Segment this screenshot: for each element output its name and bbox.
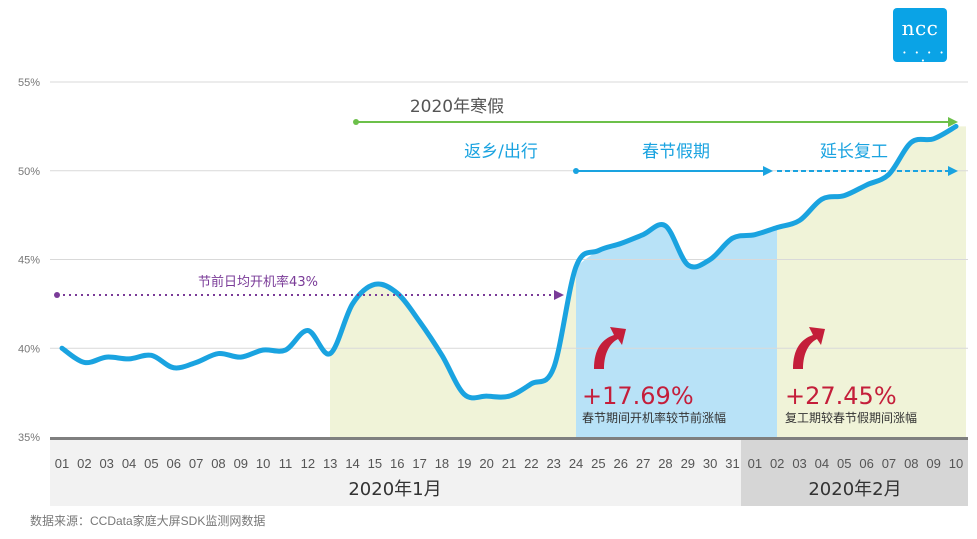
x-tick-label: 15 xyxy=(368,456,382,471)
x-tick-label: 29 xyxy=(681,456,695,471)
ncc-logo: ncc • • • • • xyxy=(893,8,947,65)
x-tick-label: 05 xyxy=(144,456,158,471)
x-tick-label: 11 xyxy=(279,456,293,471)
red-up-arrow-shape xyxy=(594,327,626,369)
x-tick-label: 23 xyxy=(546,456,560,471)
x-tick-label: 06 xyxy=(859,456,873,471)
y-tick-label: 50% xyxy=(18,166,40,178)
y-tick-label: 55% xyxy=(18,77,40,89)
x-tick-label: 19 xyxy=(457,456,471,471)
winter-break-label: 2020年寒假 xyxy=(410,97,504,117)
x-axis: 01 02 03 04 05 06 07 08 09 10 11 12 13 14 15 16 17 18 19 20… xyxy=(50,437,968,506)
x-tick-label: 12 xyxy=(301,456,315,471)
x-tick-label: 07 xyxy=(882,456,896,471)
extended-label: 延长复工 xyxy=(820,142,888,162)
series-line-path xyxy=(59,123,959,401)
x-tick-label: 02 xyxy=(770,456,784,471)
increase-arrow-extended xyxy=(793,327,825,369)
pct-extended-value: +27.45% xyxy=(785,382,897,410)
spring-festival-label: 春节假期 xyxy=(642,142,710,162)
x-tick-label: 25 xyxy=(591,456,605,471)
x-tick-label: 08 xyxy=(904,456,918,471)
winter-break-shade xyxy=(330,266,577,437)
x-tick-label: 14 xyxy=(345,456,359,471)
x-tick-label: 22 xyxy=(524,456,538,471)
pct-extended-desc: 复工期较春节假期间涨幅 xyxy=(785,410,917,425)
x-tick-label: 16 xyxy=(390,456,404,471)
x-tick-label: 28 xyxy=(658,456,672,471)
pre-holiday-label: 节前日均开机率43% xyxy=(198,274,318,290)
x-tick-label: 13 xyxy=(323,456,337,471)
extended-break-shade xyxy=(777,126,966,437)
month-band-jan xyxy=(50,440,741,506)
x-tick-label: 26 xyxy=(614,456,628,471)
x-tick-label: 21 xyxy=(502,456,516,471)
x-tick-label: 08 xyxy=(211,456,225,471)
x-tick-label: 10 xyxy=(256,456,270,471)
grid-lines xyxy=(50,81,968,349)
pct-spring-desc: 春节期间开机率较节前涨幅 xyxy=(582,410,726,425)
x-tick-label: 05 xyxy=(837,456,851,471)
x-tick-label: 01 xyxy=(748,456,762,471)
y-tick-label: 45% xyxy=(18,255,40,267)
logo-text: ncc xyxy=(901,16,939,40)
x-tick-label: 03 xyxy=(792,456,806,471)
x-tick-label: 06 xyxy=(167,456,181,471)
month-band-feb xyxy=(741,440,968,506)
x-tick-label: 02 xyxy=(77,456,91,471)
x-tick-label: 04 xyxy=(815,456,829,471)
pct-spring-value: +17.69% xyxy=(582,382,694,410)
x-tick-label: 24 xyxy=(569,456,583,471)
x-tick-label: 01 xyxy=(55,456,69,471)
data-source-note: 数据来源：CCData家庭大屏SDK监测网数据 xyxy=(30,514,266,528)
spring-festival-shade xyxy=(576,224,778,437)
x-tick-label: 10 xyxy=(949,456,963,471)
red-up-arrow-shape xyxy=(793,327,825,369)
return-home-label: 返乡/出行 xyxy=(464,142,538,162)
x-axis-line xyxy=(50,437,968,440)
x-tick-label: 17 xyxy=(412,456,426,471)
increase-arrow-spring xyxy=(594,327,626,369)
x-tick-label: 09 xyxy=(926,456,940,471)
x-tick-label: 09 xyxy=(234,456,248,471)
x-tick-label: 18 xyxy=(435,456,449,471)
x-tick-label: 30 xyxy=(703,456,717,471)
x-tick-label: 20 xyxy=(479,456,493,471)
x-tick-label: 31 xyxy=(725,456,739,471)
x-tick-label: 07 xyxy=(189,456,203,471)
x-tick-label: 27 xyxy=(636,456,650,471)
x-tick-label: 04 xyxy=(122,456,136,471)
logo-dots: • • • • • xyxy=(902,49,947,65)
month-label: 2020年1月 xyxy=(348,479,441,500)
y-tick-label: 35% xyxy=(18,432,40,444)
month-label: 2020年2月 xyxy=(808,479,901,500)
x-tick-label: 03 xyxy=(99,456,113,471)
y-tick-label: 40% xyxy=(18,343,40,355)
y-axis-ticks: 35% 40% 45% 50% 55% xyxy=(18,77,40,444)
